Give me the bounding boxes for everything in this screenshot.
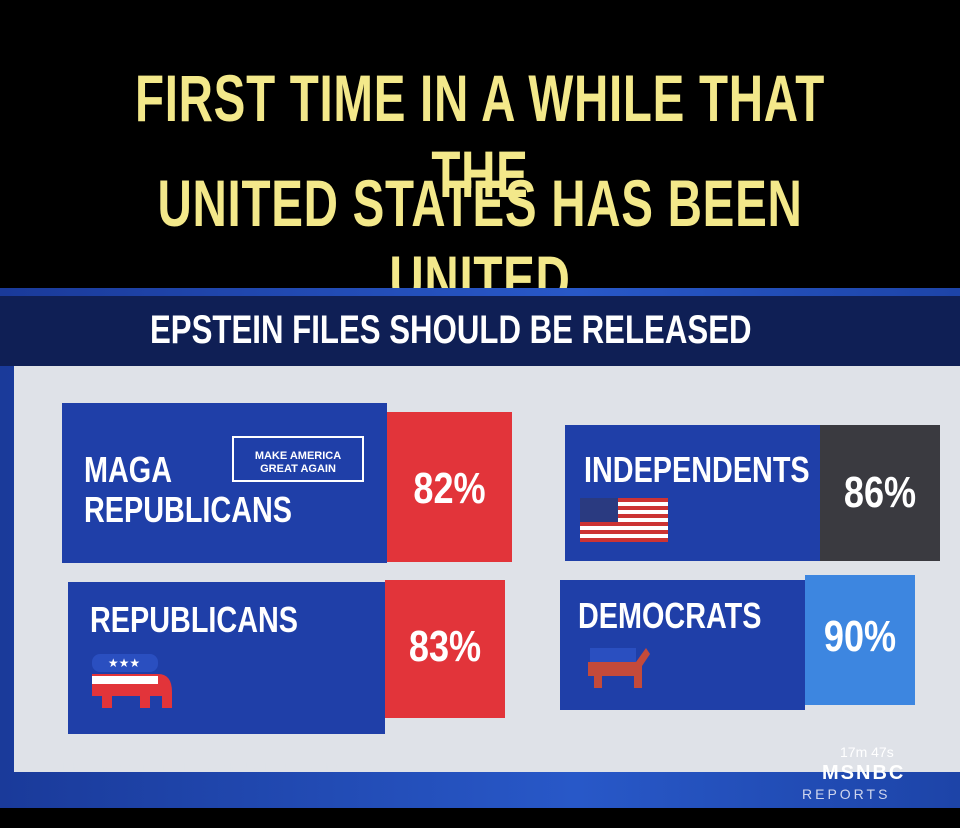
group-value: 86%	[843, 468, 917, 517]
caption-line: FIRST TIME IN A WHILE THAT THE	[134, 61, 826, 211]
group-value: 82%	[413, 464, 486, 513]
group-box	[62, 403, 387, 563]
panel-title: EPSTEIN FILES SHOULD BE RELEASED	[150, 308, 752, 352]
value-box	[820, 425, 940, 561]
title-bar	[0, 296, 960, 366]
group-box	[560, 580, 805, 710]
group-label: REPUBLICANS	[90, 599, 299, 640]
group-value: 83%	[408, 622, 482, 671]
group-label: REPUBLICANS	[84, 489, 293, 530]
timer: 17m 47s	[840, 744, 894, 760]
svg-text:★★★: ★★★	[108, 656, 140, 670]
badge-text: GREAT AGAIN	[260, 463, 336, 475]
maga-badge: MAKE AMERICA GREAT AGAIN	[232, 436, 364, 482]
source-note: WASHINGTON POST TEXT SURVEY, CONDUCTED J…	[40, 762, 393, 773]
group-label: INDEPENDENTS	[584, 449, 810, 490]
gop-elephant: ★★★	[92, 654, 172, 708]
us-flag	[580, 498, 668, 542]
value-box	[805, 575, 915, 705]
group-label: DEMOCRATS	[578, 595, 762, 636]
badge-text: MAKE AMERICA	[254, 450, 342, 462]
dem-donkey	[588, 648, 650, 688]
show-name: REPORTS	[802, 786, 891, 802]
value-box	[385, 580, 505, 718]
bottom-border	[0, 808, 960, 828]
value-box	[387, 412, 512, 562]
group-label: MAGA	[84, 449, 172, 490]
group-value: 90%	[823, 612, 897, 661]
network-logo: MSNBC	[822, 762, 906, 784]
